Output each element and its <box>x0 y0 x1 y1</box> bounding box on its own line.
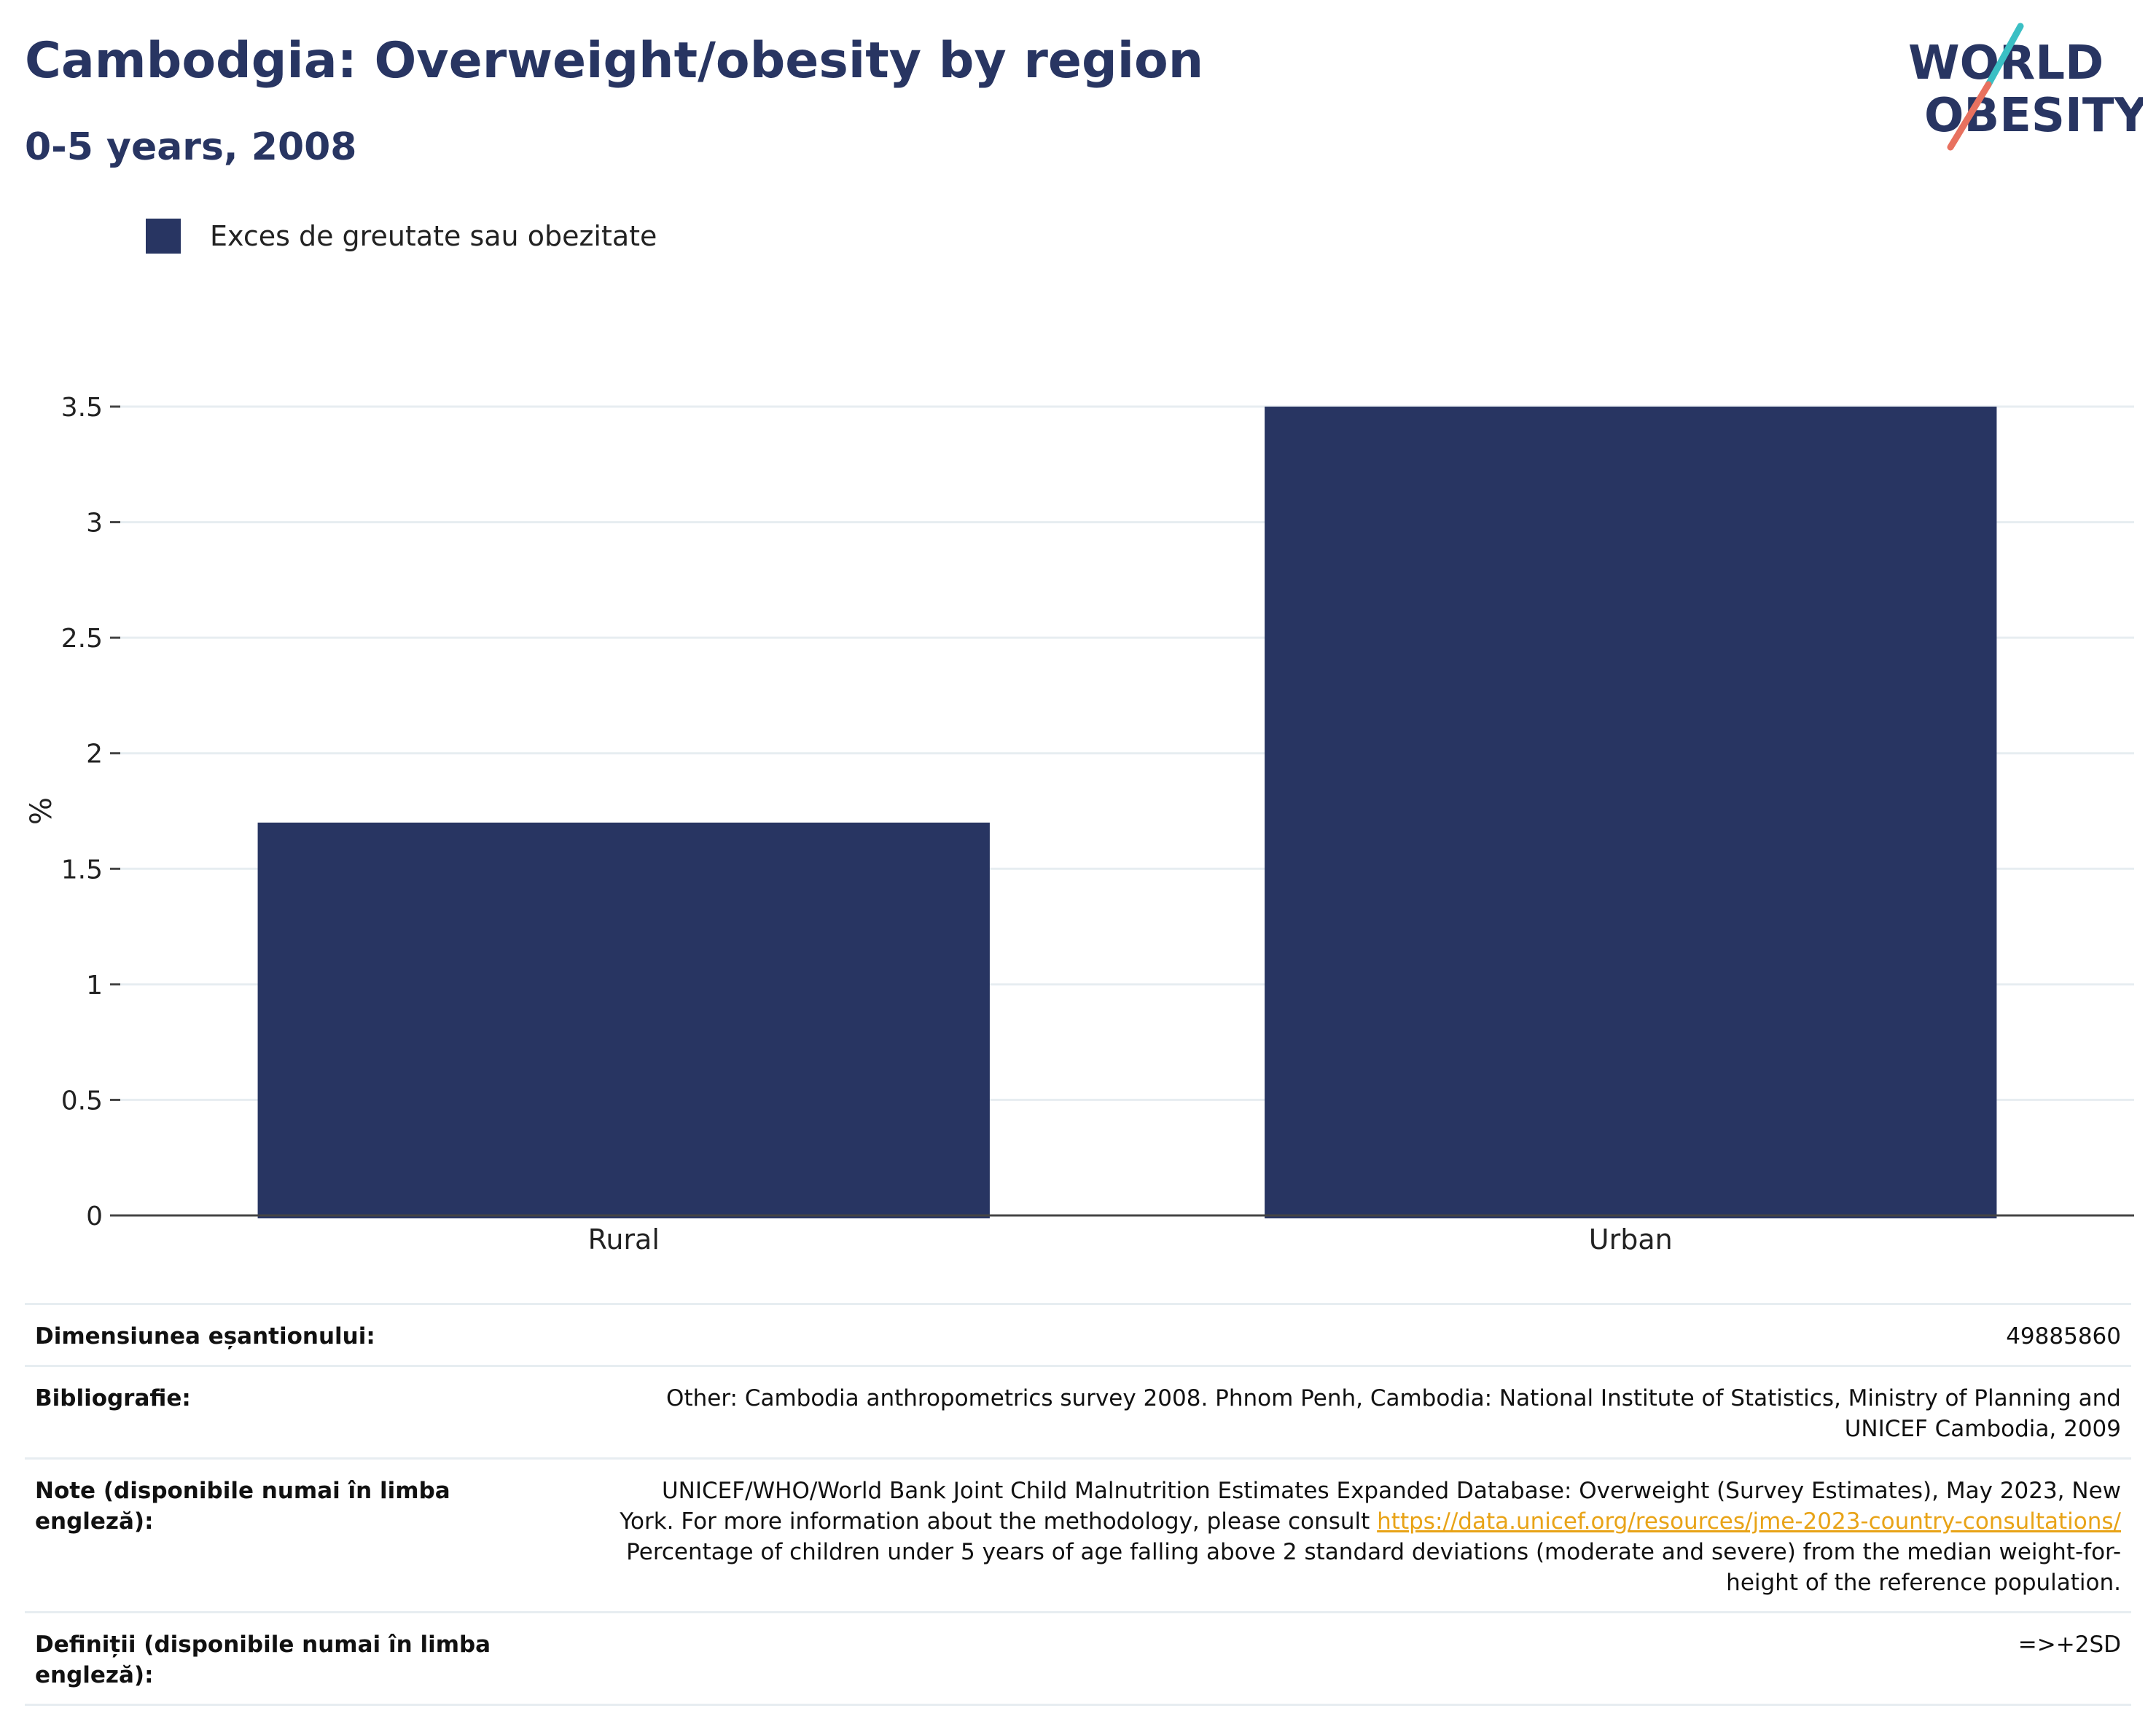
bar-rural <box>257 822 990 1218</box>
bibliography-line-2: UNICEF Cambodia, 2009 <box>1844 1416 2121 1442</box>
bar-urban <box>1265 407 1997 1218</box>
notes-line-4: height of the reference population. <box>1726 1570 2121 1596</box>
meta-row-notes: Note (disponibile numai în limba engleză… <box>25 1457 2131 1611</box>
y-tick-label: 2.5 <box>61 624 103 654</box>
y-tick-label: 0 <box>86 1202 103 1231</box>
y-tick-label: 1.5 <box>61 855 103 885</box>
definitions-value: =>+2SD <box>2018 1632 2121 1658</box>
logo-slash-coral <box>1947 81 1992 151</box>
world-obesity-logo: WORLD OBESITY <box>1908 23 2143 151</box>
logo-slash-teal <box>1985 23 2024 88</box>
legend-label[interactable]: Exces de greutate sau obezitate <box>210 220 657 252</box>
bibliography-line-1: Other: Cambodia anthropometrics survey 2… <box>666 1385 2121 1411</box>
sample-size-label: Dimensiunea eșantionului: <box>35 1323 375 1350</box>
meta-row-definitions: Definiții (disponibile numai în limba en… <box>25 1611 2131 1706</box>
meta-row-sample: Dimensiunea eșantionului: 49885860 <box>25 1303 2131 1365</box>
y-tick-label: 0.5 <box>61 1086 103 1116</box>
y-tick-label: 3 <box>86 509 103 538</box>
chart-subtitle: 0-5 years, 2008 <box>25 125 357 169</box>
notes-line-2: York. For more information about the met… <box>620 1508 1378 1535</box>
legend-swatch <box>146 219 181 254</box>
sample-size-value: 49885860 <box>2006 1323 2121 1350</box>
definitions-label: Definiții (disponibile numai în limba en… <box>35 1629 545 1691</box>
chart-title: Cambodgia: Overweight/obesity by region <box>25 32 1204 90</box>
meta-row-bibliography: Bibliografie: Other: Cambodia anthropome… <box>25 1365 2131 1457</box>
chart-legend: Exces de greutate sau obezitate <box>146 219 657 254</box>
x-tick-label: Urban <box>1589 1223 1673 1256</box>
notes-label: Note (disponibile numai în limba engleză… <box>35 1478 450 1535</box>
notes-line-3: Percentage of children under 5 years of … <box>626 1539 2121 1565</box>
methodology-link[interactable]: https://data.unicef.org/resources/jme-20… <box>1377 1508 2121 1535</box>
y-tick-label: 3.5 <box>61 393 103 423</box>
y-tick-label: 1 <box>86 971 103 1000</box>
definitions-label-line-1: Definiții (disponibile numai în limba <box>35 1632 491 1658</box>
logo-text-world: WORLD <box>1908 36 2104 90</box>
metadata-table: Dimensiunea eșantionului: 49885860 Bibli… <box>25 1303 2131 1706</box>
definitions-label-line-2: engleză): <box>35 1662 154 1688</box>
notes-line-1: UNICEF/WHO/World Bank Joint Child Malnut… <box>661 1478 2121 1504</box>
notes-value: UNICEF/WHO/World Bank Joint Child Malnut… <box>620 1476 2121 1598</box>
y-axis-label: % <box>25 797 58 825</box>
bar-chart: 0 0.5 1 1.5 2 2.5 3 3.5 Rural Urban% <box>25 393 2134 1256</box>
bibliography-label: Bibliografie: <box>35 1385 191 1411</box>
y-tick-label: 2 <box>86 740 103 769</box>
x-tick-label: Rural <box>588 1223 660 1256</box>
bibliography-value: Other: Cambodia anthropometrics survey 2… <box>666 1383 2121 1444</box>
